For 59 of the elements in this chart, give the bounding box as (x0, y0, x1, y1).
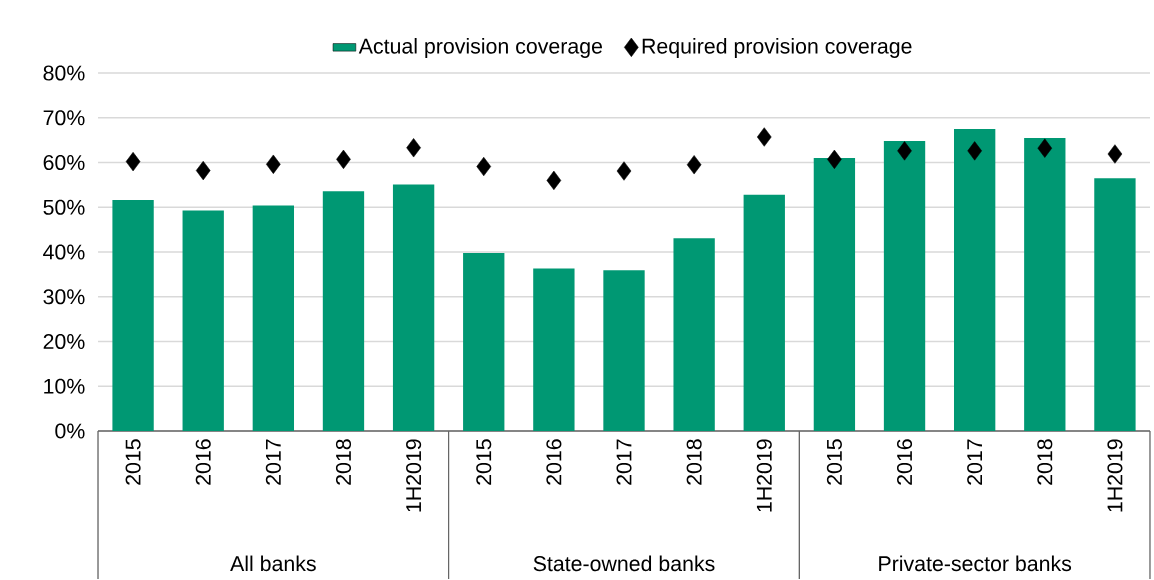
x-tick-label: 2017 (616, 439, 632, 485)
x-tick-label: 2015 (476, 439, 492, 485)
legend-label: Required provision coverage (642, 38, 912, 59)
bar (112, 200, 154, 432)
point (125, 152, 141, 172)
point (967, 141, 982, 161)
text: All banks (230, 555, 316, 572)
bar (603, 270, 645, 432)
bar (392, 184, 435, 432)
x-tick-label: 2018 (1037, 439, 1053, 485)
point (827, 149, 842, 170)
bar (1094, 178, 1136, 432)
y-tick-label: 40% (43, 244, 85, 260)
bar (463, 253, 505, 432)
text: State-owned banks (533, 555, 715, 572)
y-tick-label: 10% (44, 378, 85, 394)
y-tick-label: 50% (43, 199, 85, 215)
text: Private-sector banks (879, 555, 1072, 572)
point (266, 154, 281, 175)
y-tick-label: 60% (43, 155, 85, 171)
x-tick-label: 1H2019 (756, 439, 772, 512)
y-tick-label: 70% (43, 110, 85, 126)
point (406, 138, 421, 158)
point (897, 141, 912, 161)
bar (182, 210, 224, 432)
bar (1024, 138, 1066, 432)
x-tick-label: 2017 (265, 439, 281, 485)
y-tick-label: 0% (55, 423, 85, 439)
y-tick-label: 30% (43, 289, 85, 305)
x-tick-label: 2016 (195, 439, 211, 485)
point (616, 161, 632, 181)
bar (252, 205, 295, 432)
y-tick-label: 80% (43, 65, 85, 81)
bar (743, 194, 785, 432)
point (546, 170, 562, 191)
bar (673, 238, 715, 432)
x-tick-label: 2017 (967, 439, 983, 485)
bar (883, 141, 926, 432)
legend-label: Actual provision coverage (358, 38, 602, 59)
point (686, 155, 702, 175)
x-tick-label: 2015 (826, 439, 842, 485)
bar (533, 268, 575, 432)
point (336, 149, 351, 170)
x-tick-label: 1H2019 (406, 439, 422, 512)
x-tick-label: 2016 (546, 439, 562, 485)
x-tick-label: 2015 (125, 439, 141, 485)
x-tick-label: 1H2019 (1107, 439, 1123, 512)
x-tick-label: 2018 (686, 439, 702, 485)
point (476, 157, 492, 177)
bar (954, 129, 996, 432)
x-tick-label: 2018 (335, 439, 352, 485)
point (195, 161, 211, 181)
bar (322, 191, 365, 432)
point (757, 127, 772, 147)
y-tick-label: 20% (43, 334, 85, 350)
point (1037, 138, 1053, 158)
point (1107, 144, 1123, 164)
bar (813, 158, 856, 432)
x-tick-label: 2016 (896, 439, 913, 485)
